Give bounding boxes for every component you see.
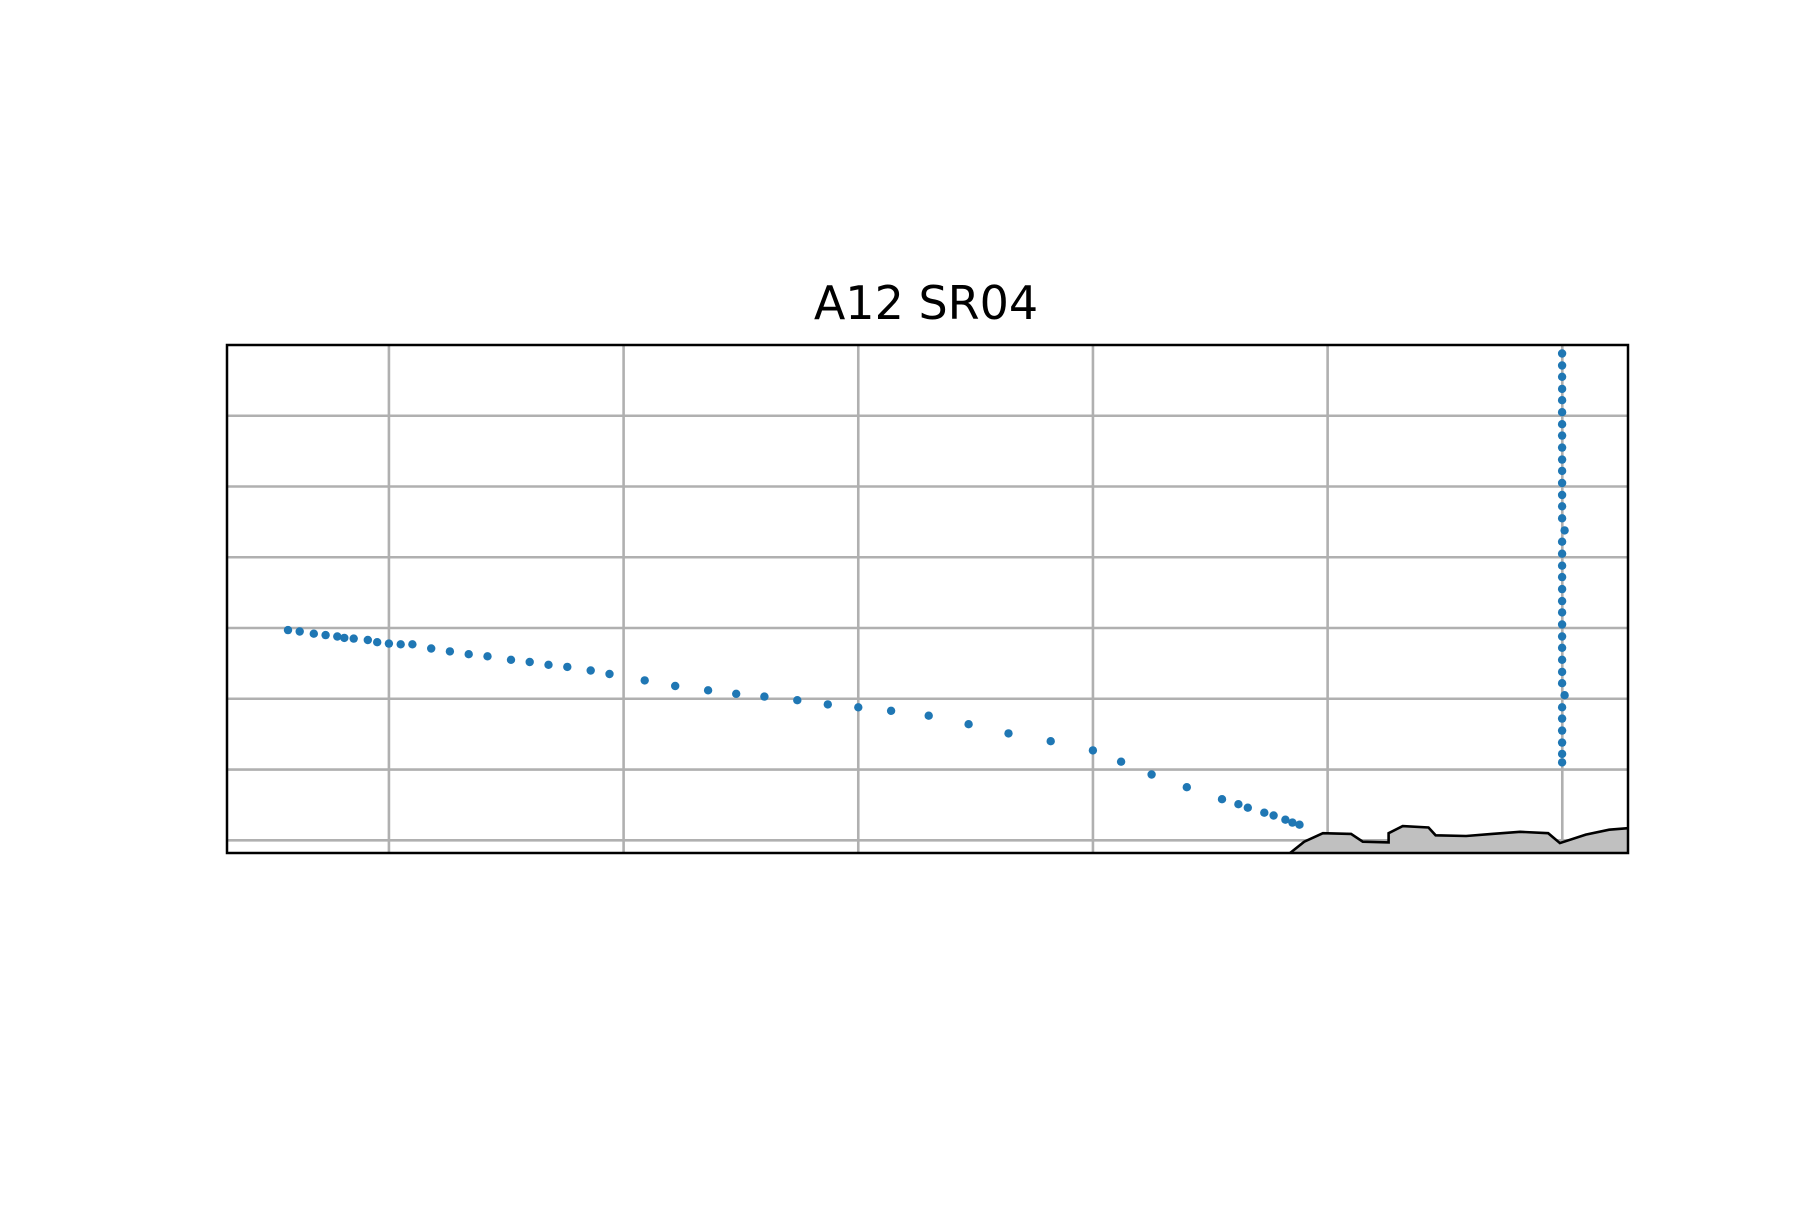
data-point: [1088, 746, 1098, 755]
data-point: [1557, 561, 1567, 570]
data-point: [732, 689, 741, 698]
data-point: [1557, 620, 1567, 629]
data-point: [823, 700, 832, 709]
data-point: [1557, 679, 1567, 688]
data-point: [964, 720, 973, 729]
data-point: [1557, 643, 1567, 652]
data-point: [321, 630, 330, 640]
data-point: [703, 686, 713, 695]
data-point: [1557, 478, 1567, 488]
data-point: [427, 644, 436, 653]
data-point: [464, 650, 473, 659]
data-point: [349, 634, 358, 643]
data-point: [1243, 803, 1253, 812]
data-point: [396, 640, 405, 649]
data-point: [1557, 420, 1567, 429]
data-point: [1147, 770, 1156, 779]
data-point: [563, 662, 572, 672]
data-point: [854, 703, 863, 712]
data-point: [1116, 757, 1126, 766]
data-point: [283, 625, 293, 635]
data-point: [1557, 667, 1567, 677]
data-point: [309, 629, 318, 638]
data-point: [605, 669, 614, 679]
data-point: [506, 655, 516, 664]
data-point: [1557, 758, 1567, 767]
data-point: [1288, 818, 1297, 827]
plot-frame: [225, 343, 1630, 855]
data-point: [1557, 384, 1567, 394]
data-point: [363, 635, 372, 645]
chart-title: A12 SR04: [814, 276, 1038, 330]
data-point: [1557, 490, 1567, 500]
data-points: [283, 349, 1569, 829]
data-point: [1234, 800, 1243, 809]
data-point: [1557, 372, 1567, 381]
data-point: [640, 676, 649, 685]
data-point: [1269, 811, 1278, 820]
data-point: [1557, 361, 1567, 370]
data-point: [1557, 738, 1567, 747]
data-point: [1557, 502, 1567, 511]
data-point: [1557, 726, 1567, 735]
data-point: [1557, 703, 1567, 712]
data-point: [793, 696, 802, 705]
data-point: [1557, 431, 1567, 440]
data-point: [1557, 632, 1567, 641]
data-point: [1560, 526, 1569, 535]
data-point: [1557, 514, 1567, 523]
bathymetry-fill: [1290, 826, 1628, 853]
data-point: [1557, 749, 1567, 759]
bathymetry: [1289, 824, 1629, 855]
data-point: [295, 627, 304, 636]
data-point: [1217, 795, 1227, 804]
data-point: [408, 640, 417, 649]
data-point: [1557, 455, 1567, 464]
data-point: [1557, 396, 1567, 405]
data-point: [1557, 572, 1567, 582]
data-point: [1557, 537, 1567, 546]
data-point: [1004, 729, 1013, 738]
data-point: [586, 666, 595, 675]
data-point: [1295, 820, 1304, 829]
bathymetry-outline: [1289, 824, 1629, 855]
data-point: [340, 633, 349, 643]
data-point: [373, 638, 382, 647]
data-point: [445, 647, 455, 656]
data-point: [544, 660, 553, 669]
data-point: [1557, 466, 1567, 476]
data-point: [1557, 349, 1567, 358]
data-point: [1560, 691, 1569, 700]
data-point: [671, 681, 680, 691]
data-point: [1046, 737, 1055, 746]
data-point: [924, 711, 933, 720]
data-point: [1557, 408, 1567, 417]
data-point: [525, 657, 534, 667]
data-point: [1557, 655, 1567, 664]
data-point: [1557, 443, 1567, 452]
data-point: [1557, 714, 1567, 723]
data-point: [1557, 608, 1567, 617]
data-point: [1557, 549, 1567, 558]
data-point: [1557, 596, 1567, 606]
data-point: [1281, 815, 1290, 824]
data-point: [1260, 808, 1269, 817]
data-point: [483, 652, 492, 661]
data-point: [1182, 783, 1192, 792]
data-point: [760, 692, 769, 701]
data-point: [333, 632, 342, 641]
data-point: [1557, 584, 1567, 594]
data-point: [384, 639, 394, 648]
data-point: [886, 706, 896, 715]
